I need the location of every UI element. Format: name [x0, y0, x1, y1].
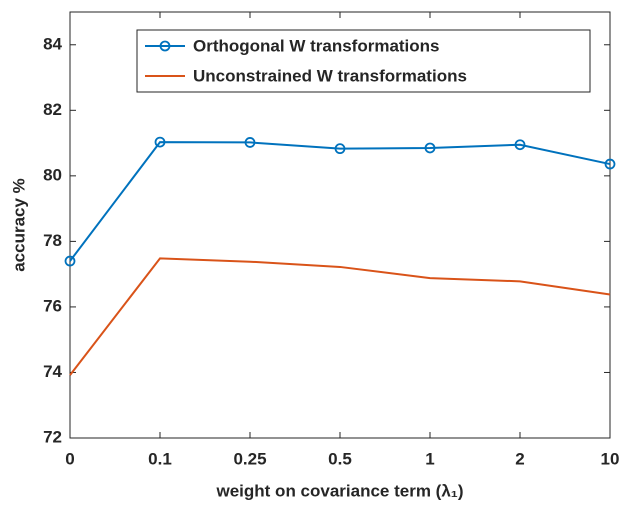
marker: [334, 143, 346, 155]
y-tick-label: 72: [43, 427, 62, 446]
legend-label: Unconstrained W transformations: [193, 66, 467, 85]
marker: [244, 137, 256, 148]
x-tick-label: 0.1: [148, 449, 172, 468]
marker: [604, 158, 616, 170]
y-tick-label: 74: [43, 362, 62, 381]
y-tick-label: 82: [43, 100, 62, 119]
marker: [64, 255, 76, 267]
marker: [424, 142, 436, 154]
series-line: [69, 257, 611, 376]
marker: [514, 139, 526, 151]
x-tick-label: 0.25: [233, 449, 266, 468]
x-tick-label: 0: [65, 449, 74, 468]
x-tick-label: 1: [425, 449, 434, 468]
y-tick-label: 78: [43, 231, 62, 250]
legend-box: [136, 29, 591, 93]
series-line: [69, 141, 611, 262]
x-tick-label: 10: [601, 449, 620, 468]
legend-label: Orthogonal W transformations: [193, 36, 440, 55]
y-tick-label: 76: [43, 296, 62, 315]
y-tick-label: 84: [43, 34, 62, 53]
x-tick-label: 2: [515, 449, 524, 468]
y-axis-label: accuracy %: [9, 178, 28, 272]
marker: [154, 136, 166, 148]
x-axis-label: weight on covariance term (λ₁): [216, 481, 464, 500]
y-tick-label: 80: [43, 165, 62, 184]
x-tick-label: 0.5: [328, 449, 352, 468]
legend-marker: [159, 40, 171, 52]
